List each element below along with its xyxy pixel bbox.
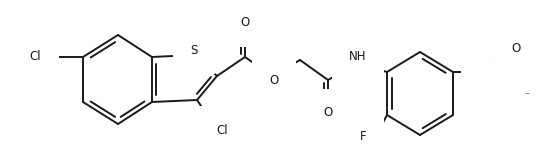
Text: S: S xyxy=(190,44,198,56)
Text: O: O xyxy=(511,41,520,54)
Text: Cl: Cl xyxy=(29,51,41,63)
Text: O: O xyxy=(323,107,333,119)
Text: O: O xyxy=(511,90,520,102)
Text: N: N xyxy=(479,61,487,75)
Text: ⁻: ⁻ xyxy=(524,91,530,101)
Text: F: F xyxy=(360,131,366,144)
Text: +: + xyxy=(493,53,500,61)
Text: O: O xyxy=(240,17,250,29)
Text: Cl: Cl xyxy=(216,124,228,136)
Text: NH: NH xyxy=(349,51,367,63)
Text: O: O xyxy=(270,73,279,86)
